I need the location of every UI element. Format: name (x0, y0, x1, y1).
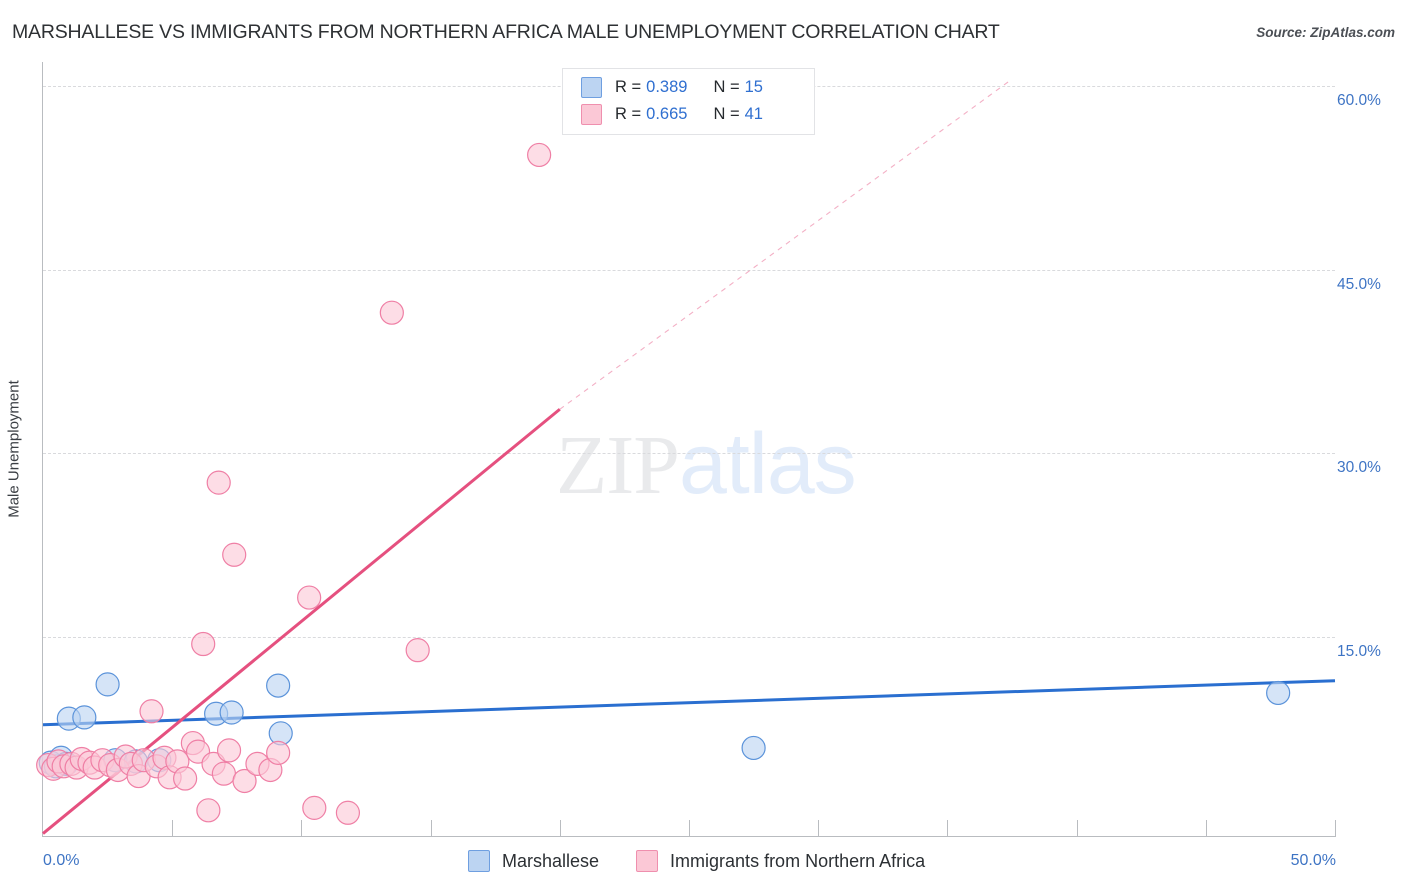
r-value: 0.389 (646, 78, 688, 96)
r-value: 0.665 (646, 105, 688, 123)
data-point[interactable] (1266, 680, 1291, 706)
data-point[interactable] (527, 142, 552, 168)
correlation-stats-legend: R = 0.389 N = 15 R = 0.665 N = 41 (562, 68, 815, 135)
data-point[interactable] (297, 585, 322, 610)
x-axis-max-label: 50.0% (1290, 852, 1336, 869)
n-label: N = (713, 78, 740, 96)
x-axis-tick (1335, 820, 1336, 836)
y-axis-tick-label: 30.0% (1337, 459, 1381, 477)
x-axis-tick (301, 820, 303, 836)
n-label: N = (713, 105, 740, 123)
data-point[interactable] (95, 672, 120, 697)
data-point[interactable] (191, 631, 216, 657)
x-axis-tick (1205, 820, 1207, 836)
data-point[interactable] (139, 699, 164, 724)
x-axis-tick (172, 820, 174, 836)
x-axis-tick (559, 820, 561, 836)
data-point[interactable] (206, 470, 231, 495)
data-point[interactable] (405, 638, 430, 663)
legend-item[interactable]: Marshallese (468, 850, 599, 872)
data-point[interactable] (266, 673, 291, 698)
page-title: MARSHALLESE VS IMMIGRANTS FROM NORTHERN … (12, 21, 1000, 43)
x-axis-tick (689, 820, 690, 836)
x-axis-tick (1076, 820, 1078, 836)
legend-color-swatch (636, 850, 659, 872)
stats-row: R = 0.665 N = 41 (563, 101, 814, 128)
data-point[interactable] (335, 800, 361, 825)
y-axis-tick-label: 60.0% (1337, 92, 1381, 110)
data-points (36, 142, 1291, 825)
data-point[interactable] (216, 738, 242, 763)
legend-item-label: Marshallese (502, 850, 600, 871)
source-attribution: Source: ZipAtlas.com (1256, 25, 1395, 40)
data-point[interactable] (741, 735, 766, 761)
data-point[interactable] (302, 795, 327, 820)
x-axis-min-label: 0.0% (43, 852, 80, 869)
x-axis-line (43, 836, 1336, 837)
gridline (43, 453, 1335, 455)
data-point[interactable] (232, 768, 257, 794)
r-label: R = (615, 105, 642, 123)
data-point[interactable] (379, 300, 404, 325)
data-point[interactable] (72, 705, 97, 730)
data-point[interactable] (219, 700, 244, 725)
y-axis-tick-label: 45.0% (1337, 275, 1381, 293)
r-label: R = (615, 78, 642, 96)
y-axis-line (42, 62, 43, 837)
data-point[interactable] (266, 740, 291, 765)
trendline-extension (559, 78, 1013, 410)
data-point[interactable] (196, 798, 221, 823)
data-point[interactable] (173, 766, 198, 791)
n-value: 41 (744, 105, 763, 123)
x-axis-tick (947, 820, 949, 836)
data-point[interactable] (211, 761, 236, 786)
gridline (43, 269, 1335, 271)
trendline (42, 679, 1336, 727)
stats-color-swatch (581, 104, 602, 125)
stats-row: R = 0.389 N = 15 (563, 74, 814, 101)
series-legend: Marshallese Immigrants from Northern Afri… (468, 848, 962, 874)
legend-item-label: Immigrants from Northern Africa (670, 850, 926, 871)
gridline (43, 636, 1335, 638)
stats-color-swatch (581, 77, 602, 98)
x-axis-tick (430, 820, 432, 836)
data-point[interactable] (222, 542, 247, 567)
legend-color-swatch (468, 850, 490, 872)
x-axis-tick (818, 820, 820, 836)
n-value: 15 (744, 78, 763, 96)
legend-item[interactable]: Immigrants from Northern Africa (636, 850, 925, 872)
y-axis-tick-label: 15.0% (1337, 642, 1381, 660)
